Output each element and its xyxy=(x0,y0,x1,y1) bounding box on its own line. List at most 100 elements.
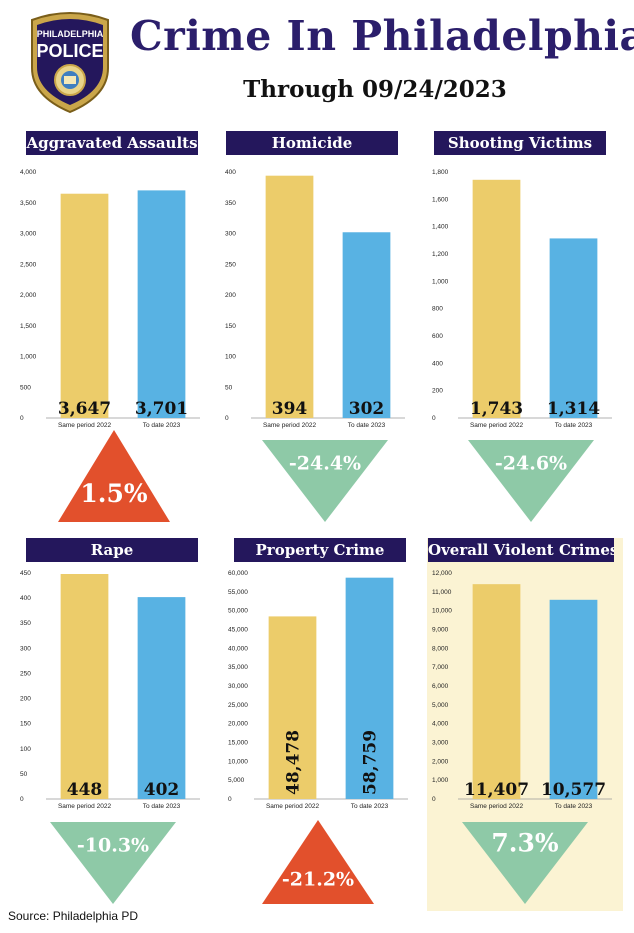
panel-title: Rape xyxy=(26,538,198,562)
bar xyxy=(137,190,186,418)
y-tick-label: 45,000 xyxy=(228,627,248,634)
change-triangle: -24.6% xyxy=(468,440,594,522)
y-tick-label: 450 xyxy=(20,570,31,577)
category-label: Same period 2022 xyxy=(470,803,524,810)
y-tick-label: 4,000 xyxy=(20,169,37,176)
y-tick-label: 1,800 xyxy=(432,169,449,176)
change-triangle: 1.5% xyxy=(58,430,170,522)
page-subtitle: Through 09/24/2023 xyxy=(243,76,507,103)
category-label: Same period 2022 xyxy=(58,803,112,810)
category-label: Same period 2022 xyxy=(470,422,524,429)
y-tick-label: 3,500 xyxy=(20,200,37,207)
panel-title: Aggravated Assaults xyxy=(26,131,198,155)
bar-chart-homicide: 0 50 100 150 200 250 300 350 400 394 Same period 2… xyxy=(225,169,405,429)
change-triangle: 7.3% xyxy=(462,822,588,904)
y-tick-label: 7,000 xyxy=(432,664,449,671)
y-tick-label: 1,000 xyxy=(432,777,449,784)
y-tick-label: 6,000 xyxy=(432,683,449,690)
bar xyxy=(60,193,109,418)
bar-value-label: 3,701 xyxy=(135,399,188,419)
change-triangle: -10.3% xyxy=(50,822,176,904)
y-tick-label: 1,500 xyxy=(20,323,37,330)
category-label: To date 2023 xyxy=(143,422,181,429)
y-tick-label: 9,000 xyxy=(432,627,449,634)
y-tick-label: 30,000 xyxy=(228,683,248,690)
y-tick-label: 0 xyxy=(20,415,24,422)
panel-title: Homicide xyxy=(226,131,398,155)
category-label: To date 2023 xyxy=(143,803,181,810)
y-tick-label: 1,200 xyxy=(432,251,449,258)
y-tick-label: 1,000 xyxy=(20,354,37,361)
y-tick-label: 400 xyxy=(20,595,31,602)
bar-value-label: 3,647 xyxy=(58,399,111,419)
bar xyxy=(472,179,521,418)
down-triangle-icon xyxy=(262,440,388,522)
y-tick-label: 4,000 xyxy=(432,721,449,728)
bar-value-label: 58,759 xyxy=(361,730,381,795)
y-tick-label: 2,500 xyxy=(20,261,37,268)
bar xyxy=(268,616,317,799)
bar-value-label: 1,314 xyxy=(547,399,600,419)
y-tick-label: 150 xyxy=(20,721,31,728)
bar-chart-overall-violent-crimes: 0 1,000 2,000 3,000 4,000 5,000 6,000 7,000 8,00… xyxy=(432,570,612,810)
y-tick-label: 300 xyxy=(20,645,31,652)
y-tick-label: 200 xyxy=(20,696,31,703)
category-label: To date 2023 xyxy=(348,422,386,429)
y-tick-label: 5,000 xyxy=(228,777,245,784)
y-tick-label: 55,000 xyxy=(228,589,248,596)
bar-value-label: 1,743 xyxy=(470,399,523,419)
y-tick-label: 100 xyxy=(20,746,31,753)
change-triangle: -21.2% xyxy=(262,820,374,904)
panel-title: Shooting Victims xyxy=(434,131,606,155)
y-tick-label: 200 xyxy=(225,292,236,299)
y-tick-label: 0 xyxy=(228,796,232,803)
y-tick-label: 350 xyxy=(20,620,31,627)
page-title: Crime In Philadelphia xyxy=(130,12,634,60)
y-tick-label: 8,000 xyxy=(432,645,449,652)
y-tick-label: 0 xyxy=(20,796,24,803)
police-badge-logo: PHILADELPHIA POLICE xyxy=(31,12,109,114)
y-tick-label: 35,000 xyxy=(228,664,248,671)
y-tick-label: 10,000 xyxy=(228,758,248,765)
y-tick-label: 600 xyxy=(432,333,443,340)
bar-value-label: 48,478 xyxy=(284,730,304,795)
bar-value-label: 11,407 xyxy=(464,780,529,800)
down-triangle-icon xyxy=(462,822,588,904)
bar xyxy=(549,599,598,799)
category-label: To date 2023 xyxy=(555,803,593,810)
panel-title: Overall Violent Crimes xyxy=(428,538,614,562)
y-tick-label: 2,000 xyxy=(432,758,449,765)
change-percent-label: 1.5% xyxy=(80,479,147,508)
change-percent-label: -21.2% xyxy=(282,869,354,891)
bar xyxy=(345,577,394,799)
y-tick-label: 25,000 xyxy=(228,702,248,709)
y-tick-label: 2,000 xyxy=(20,292,37,299)
category-label: Same period 2022 xyxy=(263,422,317,429)
bar xyxy=(549,238,598,418)
bar-value-label: 448 xyxy=(67,780,103,800)
y-tick-label: 3,000 xyxy=(20,231,37,238)
bar-chart-property-crime: 0 5,000 10,000 15,000 20,000 25,000 30,000 35,0… xyxy=(228,570,408,810)
y-tick-label: 60,000 xyxy=(228,570,248,577)
bar xyxy=(60,574,109,799)
bar-chart-rape: 0 50 100 150 200 250 300 350 400 450 448 Same perio… xyxy=(20,570,200,810)
category-label: To date 2023 xyxy=(351,803,389,810)
badge-text-line1: PHILADELPHIA xyxy=(37,29,104,39)
y-tick-label: 1,000 xyxy=(432,278,449,285)
y-tick-label: 15,000 xyxy=(228,740,248,747)
y-tick-label: 250 xyxy=(20,670,31,677)
y-tick-label: 0 xyxy=(432,415,436,422)
change-percent-label: -24.6% xyxy=(495,453,567,475)
y-tick-label: 1,400 xyxy=(432,224,449,231)
category-label: Same period 2022 xyxy=(266,803,320,810)
category-label: To date 2023 xyxy=(555,422,593,429)
y-tick-label: 50 xyxy=(20,771,28,778)
y-tick-label: 300 xyxy=(225,231,236,238)
y-tick-label: 400 xyxy=(225,169,236,176)
y-tick-label: 200 xyxy=(432,388,443,395)
bar-value-label: 394 xyxy=(272,399,308,419)
up-triangle-icon xyxy=(262,820,374,904)
y-tick-label: 5,000 xyxy=(432,702,449,709)
category-label: Same period 2022 xyxy=(58,422,112,429)
y-tick-label: 12,000 xyxy=(432,570,452,577)
